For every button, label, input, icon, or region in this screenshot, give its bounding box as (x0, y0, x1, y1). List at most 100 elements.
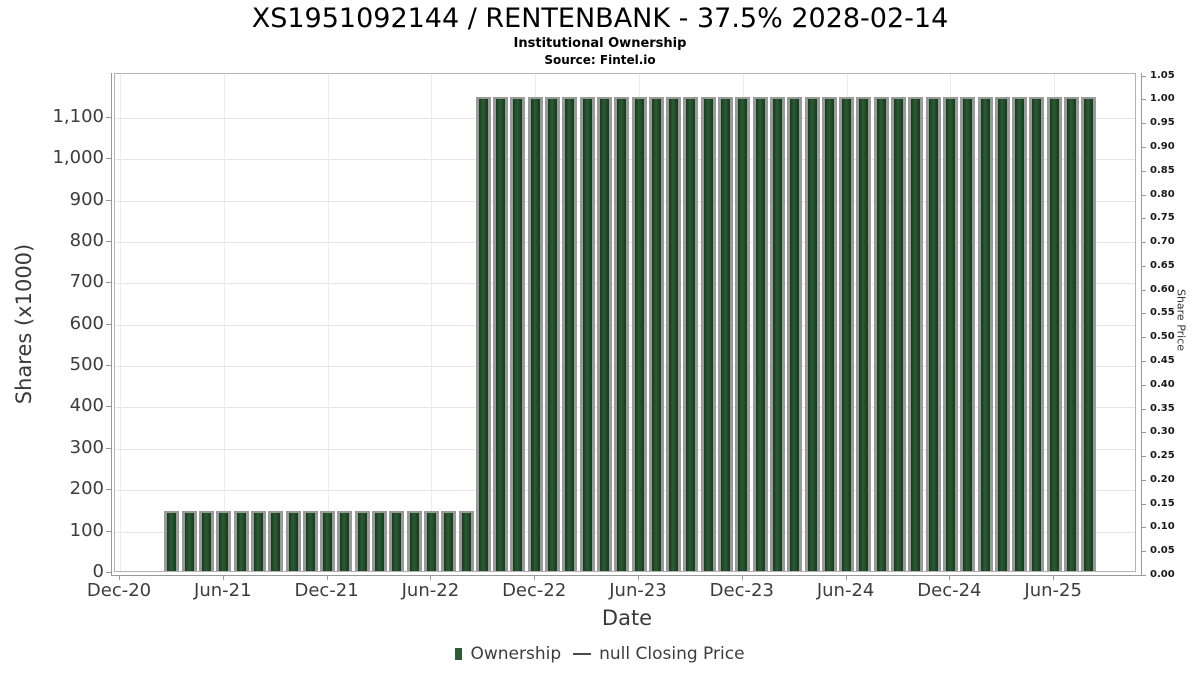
y-left-tick-label: 100 (69, 519, 104, 541)
x-tick-mark (326, 575, 328, 580)
y-right-tick-mark (1141, 242, 1146, 244)
x-axis-line (111, 575, 1142, 576)
y-right-tick-mark (1141, 527, 1146, 529)
ownership-bar (199, 511, 214, 571)
chart-title: XS1951092144 / RENTENBANK - 37.5% 2028-0… (251, 3, 949, 34)
y-left-tick-mark (106, 572, 111, 573)
ownership-bar-fill (305, 513, 315, 571)
chart-header: XS1951092144 / RENTENBANK - 37.5% 2028-0… (0, 3, 1200, 68)
ownership-bar (856, 97, 872, 571)
y-right-tick-label: 0.90 (1150, 140, 1175, 152)
v-gridline (120, 74, 121, 571)
y-left-tick-mark (106, 323, 111, 325)
y-left-tick-label: 1,000 (52, 147, 104, 169)
ownership-bar-fill (824, 99, 834, 571)
ownership-bar-fill (409, 513, 419, 571)
ownership-bar-fill (392, 513, 402, 571)
y-left-tick-label: 700 (69, 271, 104, 293)
y-right-tick-mark (1141, 123, 1146, 125)
ownership-bar (787, 97, 803, 571)
ownership-bar-fill (167, 513, 177, 571)
y-left-tick-label: 800 (69, 229, 104, 251)
x-tick-mark (119, 575, 120, 580)
y-right-tick-mark (1141, 289, 1146, 291)
ownership-bar-fill (945, 99, 955, 571)
v-gridline (223, 74, 225, 571)
ownership-bar-fill (565, 99, 575, 571)
ownership-bar-fill (669, 99, 679, 571)
ownership-bar (441, 511, 457, 571)
ownership-bar (1081, 97, 1097, 571)
ownership-bar (372, 511, 387, 571)
y-right-tick-label: 0.10 (1150, 521, 1175, 533)
ownership-bar-fill (478, 99, 488, 571)
y-right-tick-mark (1141, 265, 1146, 267)
ownership-bar (683, 97, 699, 571)
ownership-bar-fill (721, 99, 730, 571)
ownership-bar (389, 511, 405, 571)
y-right-tick-mark (1141, 313, 1146, 315)
ownership-bar (181, 511, 197, 571)
y-right-tick-mark (1141, 360, 1146, 362)
legend-item-closing-price[interactable]: null Closing Price (573, 644, 745, 664)
ownership-bar (545, 97, 560, 571)
y-right-tick-label: 0.60 (1150, 283, 1175, 295)
y-left-tick-label: 500 (69, 354, 104, 376)
x-tick-mark (741, 575, 743, 580)
y-left-tick-mark (106, 158, 111, 160)
ownership-bar (666, 97, 682, 571)
y-axis-right-title: Share Price (1174, 288, 1188, 352)
ownership-bar (1029, 97, 1045, 571)
y-right-tick-label: 0.35 (1150, 402, 1175, 414)
y-right-tick-mark (1141, 408, 1146, 410)
x-tick-label: Jun-22 (401, 580, 460, 601)
y-left-tick-mark (106, 240, 111, 242)
y-left-tick-mark (106, 199, 111, 201)
chart-source: Source: Fintel.io (544, 53, 656, 67)
ownership-bar (718, 97, 733, 571)
x-tick-label: Jun-25 (1024, 580, 1082, 601)
ownership-bar (977, 97, 993, 571)
ownership-bar (216, 511, 232, 571)
v-gridline (431, 74, 433, 571)
x-tick-label: Dec-24 (917, 580, 982, 601)
ownership-bar (475, 97, 491, 571)
y-axis-left-line (111, 73, 112, 576)
ownership-bar-fill (323, 513, 333, 571)
ownership-bar-fill (1084, 99, 1094, 571)
y-left-tick-mark (106, 406, 111, 408)
x-tick-label: Jun-21 (194, 580, 252, 601)
ownership-bar-fill (617, 99, 627, 571)
ownership-bar-fill (859, 99, 869, 571)
x-tick-label: Dec-22 (502, 580, 567, 601)
ownership-bar (527, 97, 543, 571)
y-right-tick-mark (1141, 75, 1146, 77)
ownership-bar-fill (634, 99, 644, 571)
ownership-bar (406, 511, 422, 571)
ownership-bar-fill (1015, 99, 1025, 571)
ownership-bar-fill (599, 99, 609, 571)
ownership-bar (562, 97, 578, 571)
y-right-tick-label: 0.45 (1150, 354, 1175, 366)
ownership-bar-fill (963, 99, 973, 571)
legend-label-ownership: Ownership (470, 644, 562, 664)
y-right-tick-label: 0.40 (1150, 378, 1175, 390)
ownership-bar-fill (807, 99, 817, 571)
y-right-tick-label: 0.50 (1150, 331, 1175, 343)
y-left-tick-mark (106, 282, 111, 284)
ownership-bar-fill (911, 99, 921, 571)
y-left-tick-mark (106, 489, 111, 491)
ownership-bar-fill (444, 513, 454, 571)
ownership-bar (821, 97, 837, 571)
legend-item-ownership[interactable]: Ownership (455, 644, 561, 664)
ownership-bar-fill (997, 99, 1007, 571)
ownership-bar (268, 511, 284, 571)
ownership-bar (579, 97, 595, 571)
ownership-bar-fill (790, 99, 800, 571)
y-right-tick-mark (1141, 384, 1146, 386)
ownership-bar (614, 97, 630, 571)
ownership-bar (804, 97, 820, 571)
ownership-bar (1012, 97, 1028, 571)
y-right-tick-label: 0.95 (1150, 117, 1175, 129)
ownership-bar-fill (236, 513, 246, 571)
